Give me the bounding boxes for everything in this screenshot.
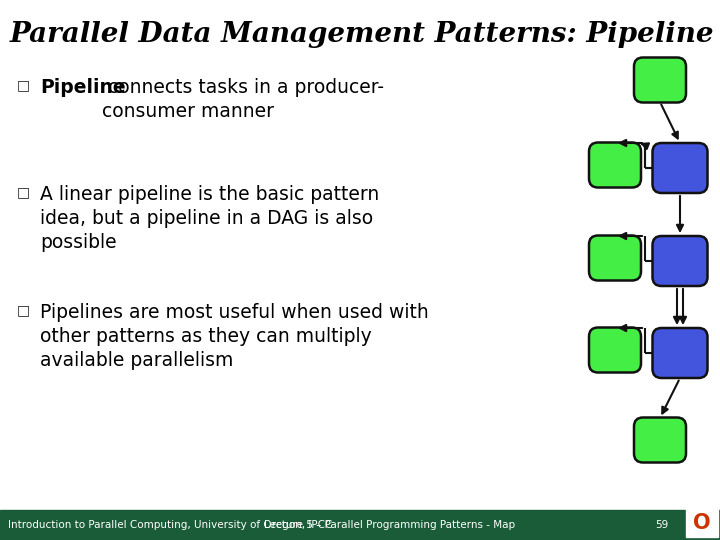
Bar — [0, 510, 720, 540]
FancyBboxPatch shape — [652, 143, 708, 193]
Text: Pipeline: Pipeline — [40, 78, 125, 97]
FancyBboxPatch shape — [634, 57, 686, 103]
Text: □: □ — [17, 303, 30, 317]
FancyBboxPatch shape — [589, 327, 641, 373]
FancyBboxPatch shape — [652, 236, 708, 286]
Text: Parallel Data Management Patterns: Pipeline: Parallel Data Management Patterns: Pipel… — [10, 22, 714, 49]
Text: 59: 59 — [655, 520, 668, 530]
Bar — [686, 507, 718, 537]
Text: Pipelines are most useful when used with
other patterns as they can multiply
ava: Pipelines are most useful when used with… — [40, 303, 428, 370]
FancyBboxPatch shape — [652, 328, 708, 378]
Text: □: □ — [17, 78, 30, 92]
Text: □: □ — [17, 185, 30, 199]
Text: A linear pipeline is the basic pattern
idea, but a pipeline in a DAG is also
pos: A linear pipeline is the basic pattern i… — [40, 185, 379, 253]
Text: connects tasks in a producer-
consumer manner: connects tasks in a producer- consumer m… — [102, 78, 384, 122]
Text: O: O — [693, 513, 711, 533]
FancyBboxPatch shape — [634, 417, 686, 462]
FancyBboxPatch shape — [589, 235, 641, 280]
Text: Introduction to Parallel Computing, University of Oregon, IPCC: Introduction to Parallel Computing, Univ… — [8, 520, 333, 530]
FancyBboxPatch shape — [589, 143, 641, 187]
Text: Lecture 5 – Parallel Programming Patterns - Map: Lecture 5 – Parallel Programming Pattern… — [264, 520, 516, 530]
